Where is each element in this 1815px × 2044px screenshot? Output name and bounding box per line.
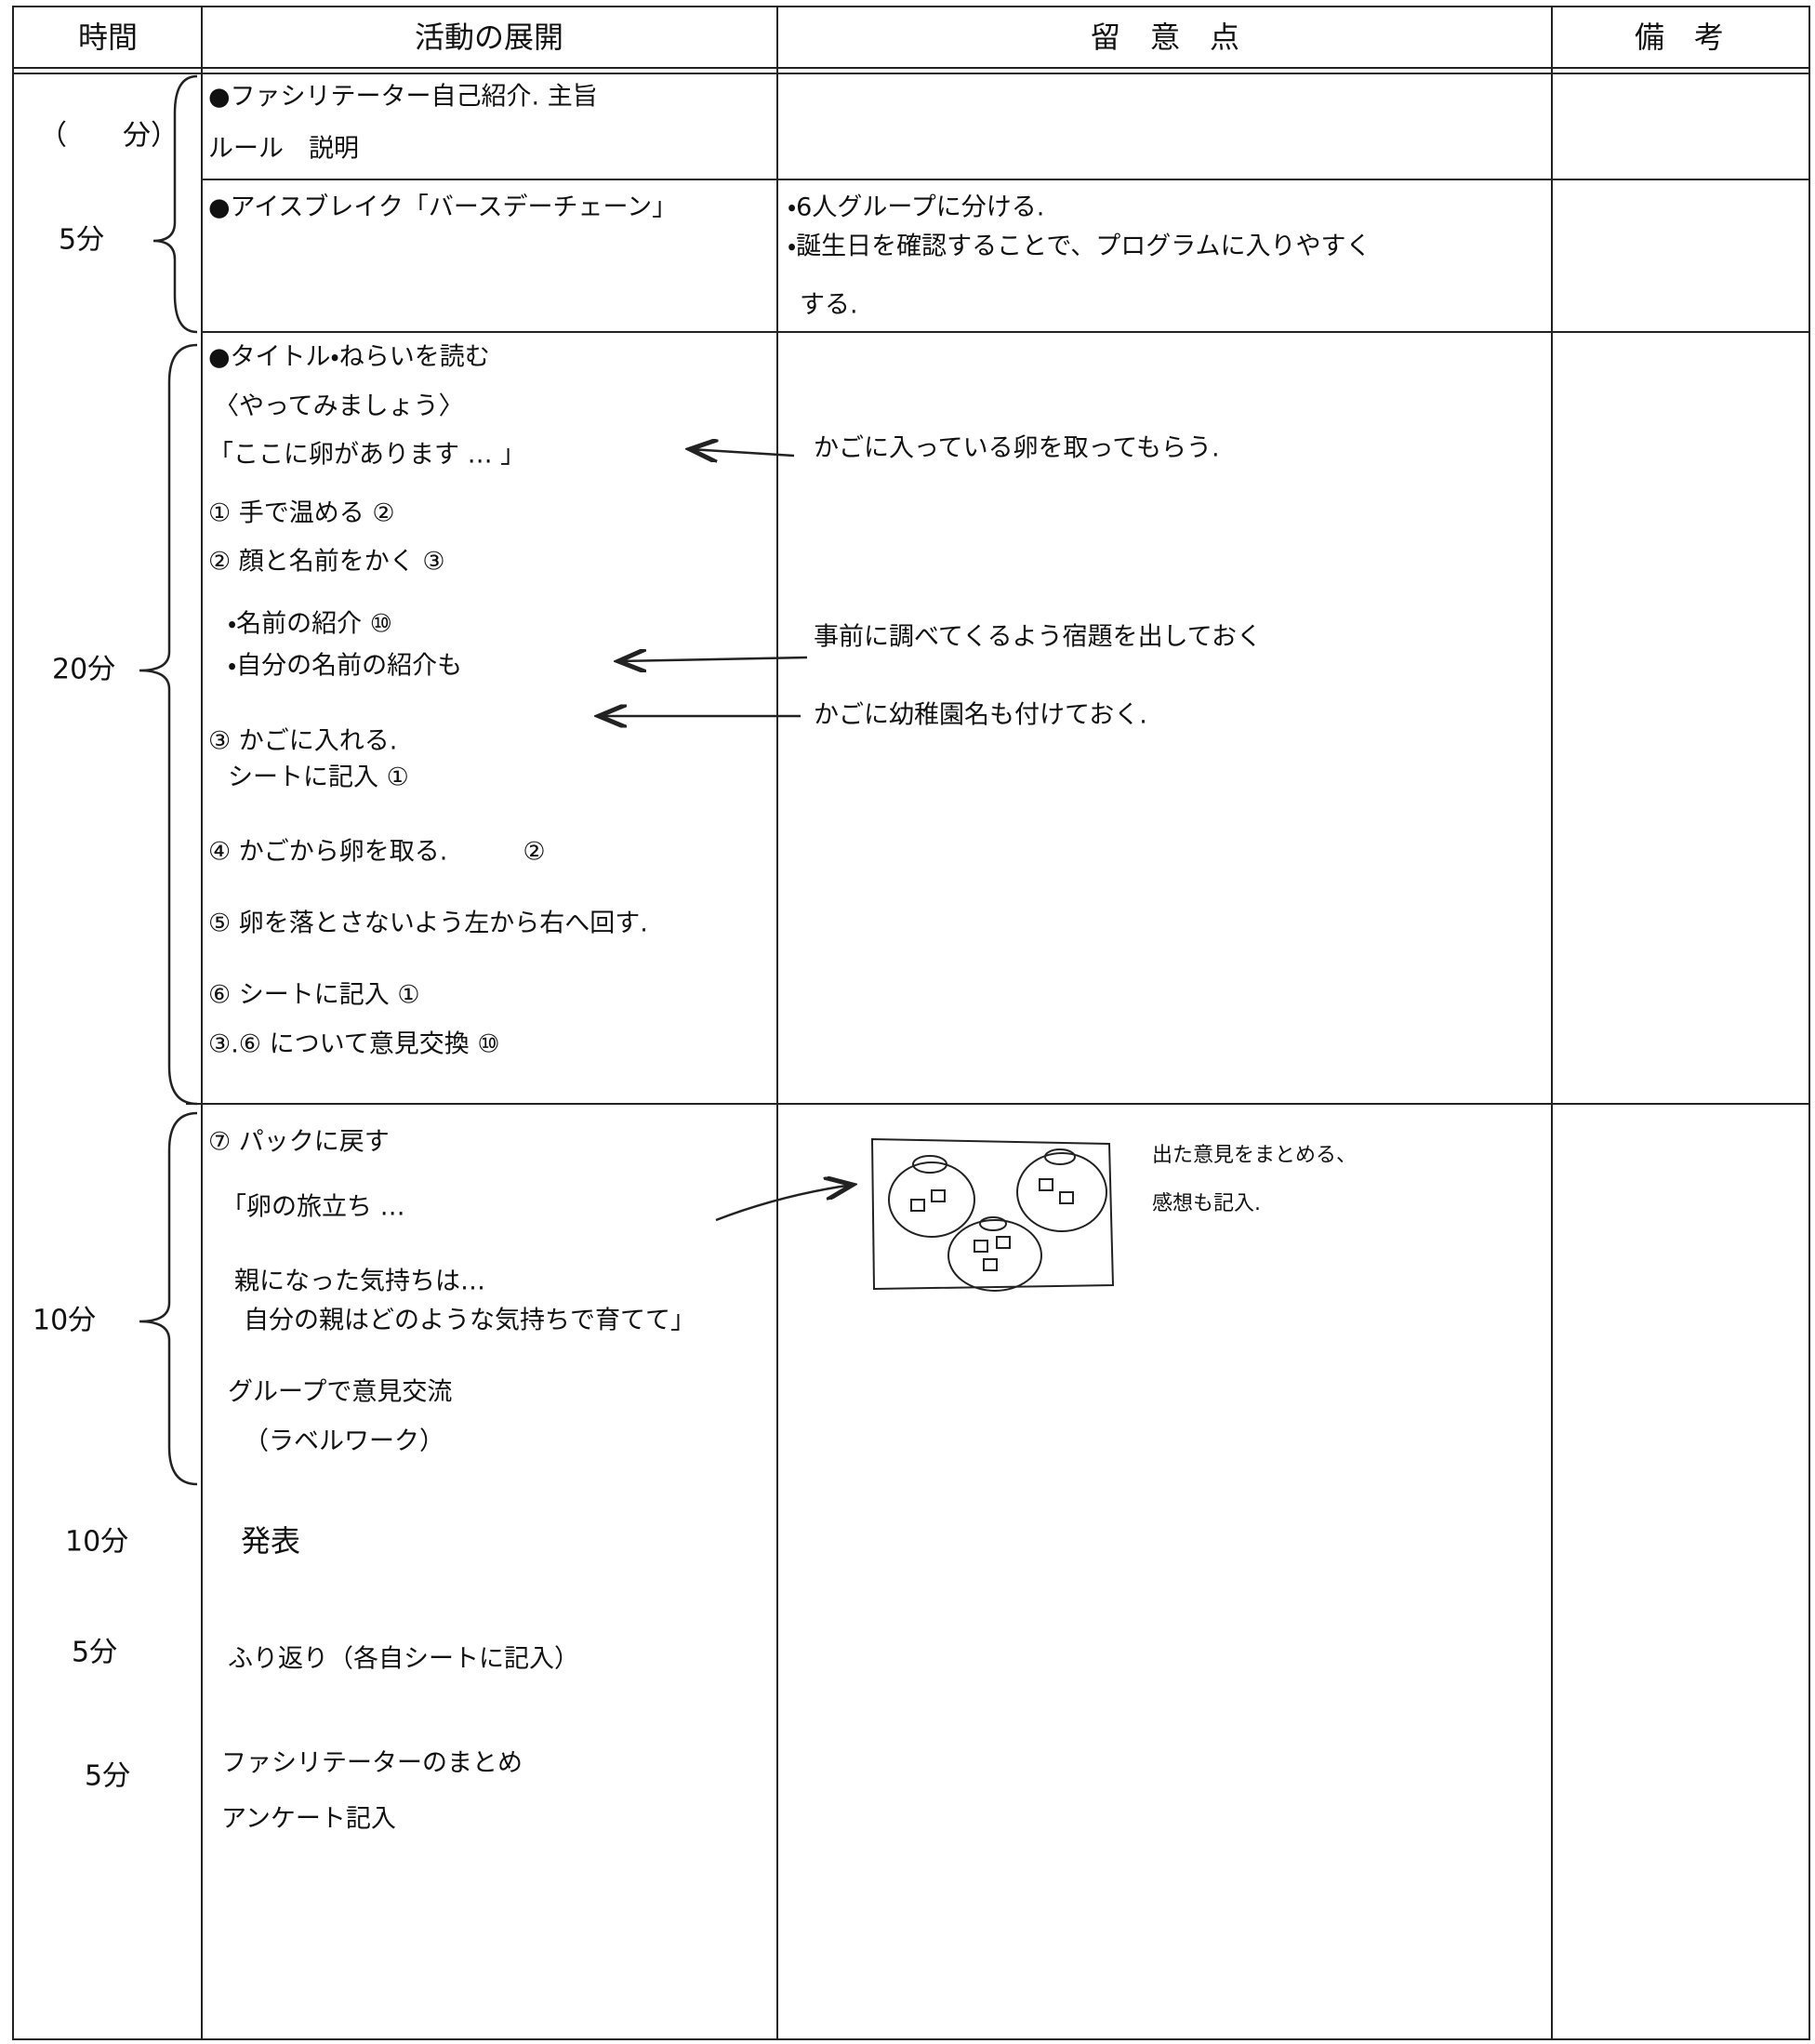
activity: シートに記入 ① [228,763,409,792]
arrow [715,1185,853,1222]
sketch-box [870,1137,1115,1291]
activity: 「卵の旅立ち … [221,1193,405,1222]
time-label: （ 分） [39,120,179,153]
activity: 〈やってみましょう〉 [214,392,464,421]
sketch-face [931,1189,946,1202]
activity: ●アイスブレイク「バースデーチェーン」 [208,193,677,222]
sketch-egg [1016,1152,1107,1232]
sketch-egg [979,1216,1007,1231]
activity: ・自分の名前の紹介も [228,652,462,681]
time-label: 10分 [65,1526,128,1559]
arrow [618,657,808,661]
sketch-face [974,1240,988,1253]
header-cell: 時間 [78,20,138,55]
note: 感想も記入. [1152,1192,1261,1215]
activity: 自分の親はどのような気持ちで育てて」 [244,1307,696,1335]
activity: ふり返り（各自シートに記入） [228,1645,579,1674]
note: 事前に調べてくるよう宿題を出しておく [814,623,1262,652]
sketch-face [996,1236,1011,1249]
brace [139,1111,198,1486]
activity: ③ かごに入れる. [208,727,397,756]
egg-sketch [870,1137,1115,1292]
time-label: 20分 [52,654,115,686]
note: かごに入っている卵を取ってもらう. [814,434,1220,463]
sketch-face [1059,1191,1074,1204]
activity: ① 手で温める ② [208,499,395,528]
activity: 「ここに卵があります … 」 [208,441,525,470]
activity: 親になった気持ちは… [234,1268,485,1296]
note: 出た意見をまとめる、 [1152,1144,1357,1167]
activity: ③.⑥ について意見交換 ⑩ [208,1030,500,1059]
time-label: 10分 [33,1305,96,1337]
activity: グループで意見交流 [228,1378,452,1407]
brace [139,343,198,1106]
table-border [12,6,1810,2040]
time-label: 5分 [72,1637,117,1669]
header-cell: 備 考 [1635,20,1724,55]
activity: 発表 [241,1523,300,1559]
note: する. [800,291,858,320]
sketch-egg [912,1155,947,1174]
activity: ●タイトル・ねらいを読む [208,343,490,372]
note: ・6人グループに分ける. [788,193,1044,222]
activity: ④ かごから卵を取る. ② [208,838,546,867]
activity: アンケート記入 [221,1805,396,1834]
time-label: 5分 [85,1760,130,1793]
activity: ⑦ パックに戻す [208,1128,390,1157]
activity: ⑤ 卵を落とさないよう左から右へ回す. [208,909,648,938]
sketch-face [1039,1178,1053,1191]
activity: （ラベルワーク） [244,1427,444,1456]
note: かごに幼稚園名も付けておく. [814,701,1147,730]
activity: ●ファシリテーター自己紹介. 主旨 [208,83,598,112]
activity: ファシリテーターのまとめ [221,1749,523,1778]
table-grid [12,6,1810,2040]
sketch-egg [947,1219,1042,1292]
arrow [690,449,795,456]
sketch-egg [888,1161,975,1238]
header-cell: 活動の展開 [415,20,563,55]
sketch-egg [1044,1148,1076,1165]
brace [152,74,198,334]
header-cell: 留 意 点 [1091,20,1239,55]
note: ・誕生日を確認することで、プログラムに入りやすく [788,232,1371,261]
time-label: 5分 [59,224,104,257]
activity: ⑥ シートに記入 ① [208,981,420,1010]
sketch-face [983,1258,998,1271]
sketch-face [910,1199,925,1212]
activity: ・名前の紹介 ⑩ [228,610,392,639]
activity: ② 顔と名前をかく ③ [208,548,445,577]
activity: ルール 説明 [208,135,359,164]
